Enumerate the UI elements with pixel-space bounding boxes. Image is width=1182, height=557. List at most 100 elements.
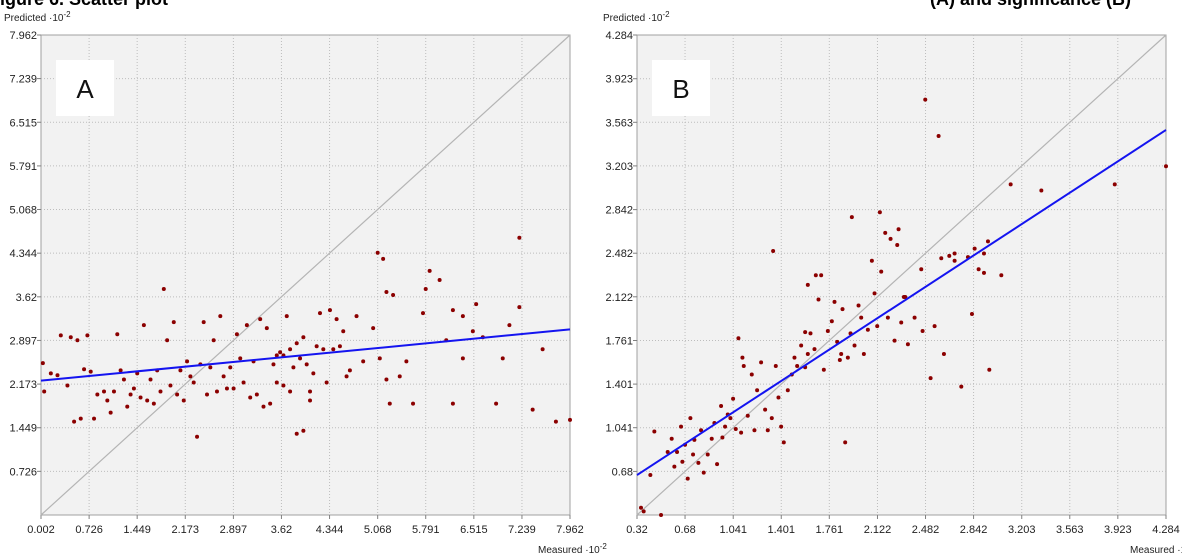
- scatter-point: [85, 333, 90, 338]
- y-tick-label: 0.726: [9, 466, 37, 478]
- panel-label-box: [56, 60, 114, 116]
- scatter-point: [665, 450, 670, 455]
- scatter-point: [188, 374, 193, 379]
- scatter-point: [869, 258, 874, 263]
- scatter-point: [1112, 182, 1117, 187]
- scatter-point: [344, 374, 349, 379]
- scatter-point: [895, 242, 900, 247]
- scatter-point: [384, 377, 389, 382]
- y-tick-label: 7.239: [9, 74, 37, 86]
- figure-caption-right: (A) and significance (B): [930, 0, 1131, 10]
- y-tick-label: 1.761: [605, 336, 633, 348]
- x-axis-exponent: -2: [600, 542, 608, 551]
- scatter-point: [274, 353, 279, 358]
- scatter-point: [972, 246, 977, 251]
- scatter-point: [701, 470, 706, 475]
- x-tick-label: 3.62: [271, 524, 292, 536]
- y-tick-label: 3.203: [605, 161, 633, 173]
- identity-line: [40, 34, 571, 516]
- scatter-point: [728, 416, 733, 421]
- x-tick-label: 1.761: [816, 524, 844, 536]
- scatter-point: [675, 450, 680, 455]
- scatter-point: [241, 380, 246, 385]
- scatter-point: [919, 267, 924, 272]
- scatter-point: [231, 386, 236, 391]
- y-axis-label: Predicted ·10-2: [4, 10, 71, 24]
- scatter-point: [987, 367, 992, 372]
- scatter-point: [341, 329, 346, 334]
- y-tick-label: 3.923: [605, 74, 633, 86]
- scatter-point: [805, 351, 810, 356]
- scatter-point: [347, 368, 352, 373]
- scatter-point: [387, 401, 392, 406]
- scatter-point: [771, 249, 776, 254]
- scatter-point: [517, 305, 522, 310]
- scatter-point: [92, 416, 97, 421]
- scatter-point: [659, 513, 664, 517]
- scatter-point: [354, 314, 359, 319]
- fit-line: [40, 328, 571, 382]
- x-axis-label: Measured ·10-2: [1130, 542, 1182, 556]
- x-tick-label: 2.122: [864, 524, 892, 536]
- scatter-point: [238, 356, 243, 361]
- y-tick-label: 6.515: [9, 117, 37, 129]
- scatter-point: [361, 359, 366, 364]
- scatter-point: [999, 273, 1004, 278]
- scatter-point: [75, 338, 80, 343]
- x-tick-label: 2.173: [172, 524, 200, 536]
- scatter-point: [244, 323, 249, 328]
- y-tick-label: 3.62: [16, 292, 37, 304]
- scatter-point: [849, 215, 854, 220]
- scatter-point: [947, 253, 952, 258]
- scatter-point: [375, 250, 380, 255]
- y-tick-label: 5.068: [9, 205, 37, 217]
- scatter-point: [843, 440, 848, 445]
- scatter-point: [981, 270, 986, 275]
- scatter-point: [795, 364, 800, 369]
- scatter-point: [812, 347, 817, 352]
- scatter-point: [781, 440, 786, 445]
- scatter-point: [88, 369, 93, 374]
- scatter-point: [58, 333, 63, 338]
- scatter-point: [125, 404, 130, 409]
- scatter-point: [234, 332, 239, 337]
- y-tick-label: 4.284: [605, 30, 633, 42]
- scatter-point: [337, 344, 342, 349]
- scatter-point: [852, 343, 857, 348]
- scatter-point: [733, 427, 738, 432]
- scatter-point: [228, 365, 233, 370]
- scatter-point: [1008, 182, 1013, 187]
- scatter-point: [648, 473, 653, 478]
- scatter-point: [65, 383, 70, 388]
- scatter-point: [976, 267, 981, 272]
- scatter-point: [912, 315, 917, 320]
- scatter-point: [669, 436, 674, 441]
- scatter-point: [941, 351, 946, 356]
- scatter-point: [839, 351, 844, 356]
- scatter-point: [699, 428, 704, 433]
- scatter-point: [165, 338, 170, 343]
- scatter-point: [195, 434, 200, 439]
- scatter-point: [108, 410, 113, 415]
- x-tick-label: 7.239: [508, 524, 536, 536]
- scatter-point: [939, 256, 944, 261]
- scatter-point: [705, 452, 710, 457]
- scatter-point: [78, 416, 83, 421]
- scatter-point: [553, 419, 558, 424]
- scatter-point: [799, 343, 804, 348]
- scatter-point: [327, 308, 332, 313]
- scatter-point: [776, 395, 781, 400]
- scatter-point: [816, 297, 821, 302]
- scatter-point: [72, 419, 77, 424]
- scatter-point: [141, 323, 146, 328]
- y-tick-label: 4.344: [9, 248, 37, 260]
- scatter-point: [905, 342, 910, 347]
- scatter-point: [102, 389, 107, 394]
- scatter-point: [639, 505, 644, 510]
- scatter-point: [892, 338, 897, 343]
- scatter-point: [641, 509, 646, 514]
- scatter-point: [460, 314, 465, 319]
- scatter-point: [720, 435, 725, 440]
- scatter-point: [105, 398, 110, 403]
